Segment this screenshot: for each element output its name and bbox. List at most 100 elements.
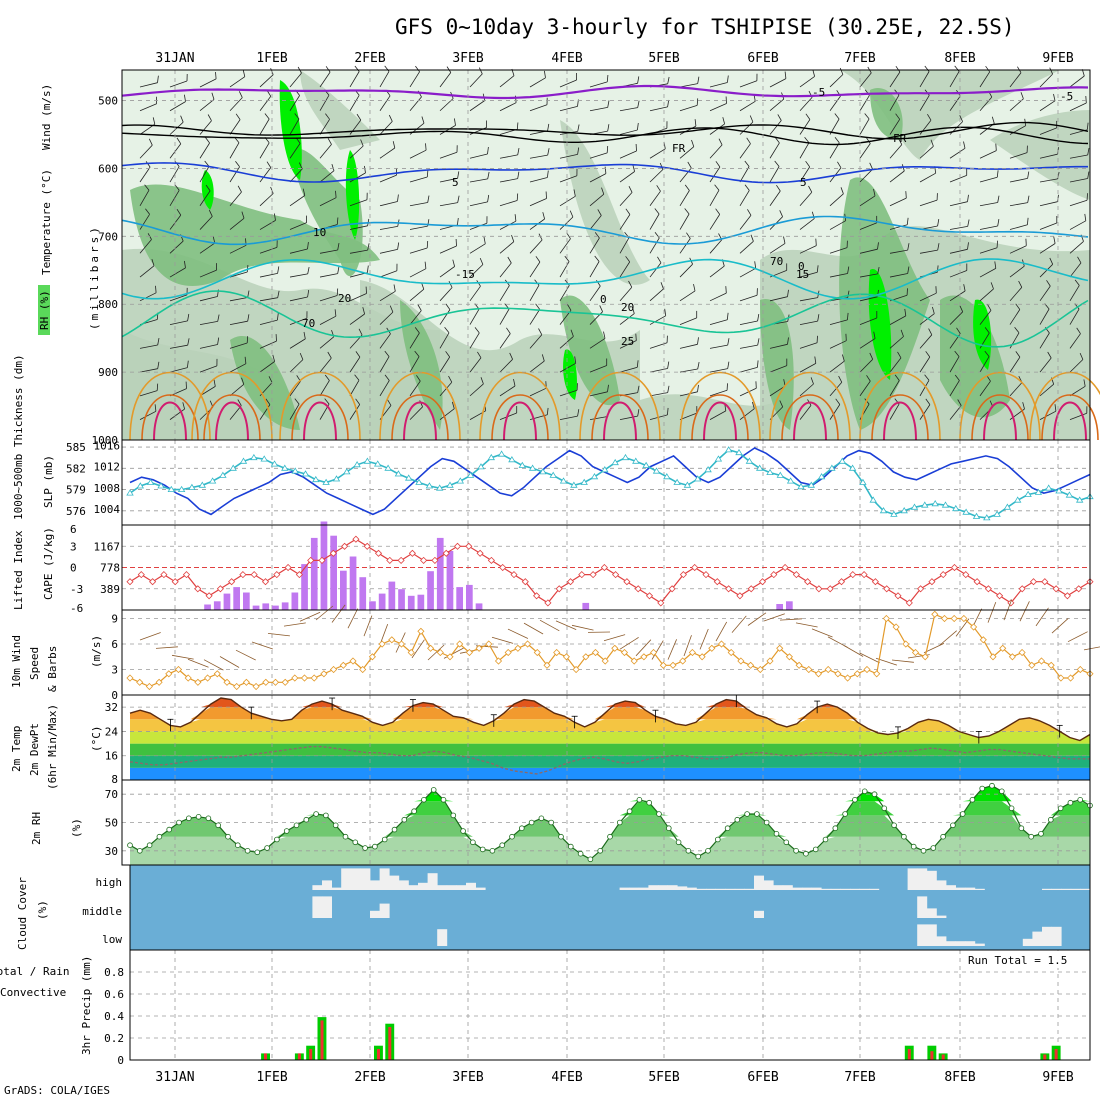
thickness-point-58 [724,446,733,453]
wind10m-barb-4 [203,659,224,671]
rh-point-21 [332,822,339,829]
upper-barb-116 [739,143,751,159]
upper-barb-flag-196 [274,213,276,221]
upper-barb-flag-385 [187,360,189,368]
upper-barb-191 [1069,199,1088,207]
upper-barb-flag-403 [727,361,730,369]
li-point-17 [318,556,326,564]
upper-barb-39 [349,95,360,111]
wind-point-75 [853,670,861,678]
upper-barb-31 [1069,75,1085,88]
upper-barb-444 [979,380,991,397]
upper-barb-flag-424 [384,374,390,381]
pressure-tick-500: 500 [98,95,118,108]
upper-barb-141 [529,177,548,183]
li-point-25 [408,549,416,557]
upper-barb-flag-414 [1047,351,1052,359]
rh-point-51 [626,808,633,814]
cloud-high-bar-35 [466,882,476,890]
cape-bar-27 [388,581,396,610]
upper-barb-306 [679,290,696,302]
rh-point-41 [528,819,535,826]
upper-barb-270 [559,261,570,278]
upper-barb-166 [319,197,337,207]
upper-barb-4 [259,74,274,88]
rh-point-66 [773,830,780,837]
thickness-point-0 [126,489,134,496]
upper-barb-56 [859,95,870,111]
wind-point-43 [543,661,551,669]
upper-barb-142 [559,175,578,183]
upper-barb-407 [829,360,845,373]
upper-barb-flag-372 [757,338,760,346]
precip-panel: 0.80.60.40.20 Run Total = 1.5 Total / Ra… [0,949,1091,1067]
rh-point-42 [538,815,545,822]
thickness-point-27 [404,474,413,481]
li-point-84 [1075,585,1083,593]
wind-point-81 [911,648,920,657]
top-date-9FEB: 9FEB [1042,51,1073,66]
upper-barb-flag-116 [746,137,751,144]
wind10m-barb-18 [427,644,445,661]
thickness-point-77 [921,501,929,508]
wind-point-51 [620,648,629,657]
upper-barb-435 [709,389,728,397]
upper-barb-flag-168 [397,194,399,202]
precip-label-conv: Convective [0,986,66,999]
upper-barb-flag-287 [1077,256,1082,264]
upper-barb-flag-345 [904,308,907,316]
upper-barb-466 [679,412,697,421]
li-point-8 [216,585,224,593]
wind10m-barb-33 [667,639,677,660]
upper-barb-flag-206 [569,210,574,218]
upper-barb-flag-90 [927,113,932,121]
upper-barb-376 [859,338,876,349]
rh-point-15 [274,836,280,843]
rh-point-12 [244,847,251,854]
rh-point-4 [166,826,173,833]
wind10m-barb-11 [315,605,334,621]
wind10m-barb-30 [619,637,639,650]
thickness-point-41 [549,471,557,478]
upper-barb-flag-296 [393,284,396,292]
upper-barb-flag-179 [714,184,720,191]
li-point-74 [962,571,970,579]
wind10m-barb-12 [331,604,346,623]
upper-barb-381 [1009,332,1020,349]
upper-barb-flag-318 [1046,280,1051,287]
upper-barb-183 [829,193,844,207]
upper-barb-468 [739,408,755,420]
upper-barb-flag-361 [414,327,420,334]
wind-point-89 [989,653,997,661]
thickness-point-26 [394,470,403,477]
upper-barb-201 [409,225,428,230]
upper-barb-362 [439,332,450,349]
wind10m-barb-34 [683,635,692,657]
upper-barb-475 [949,405,962,420]
top-date-1FEB: 1FEB [256,51,287,66]
upper-barb-53 [769,98,785,112]
upper-barb-305 [649,288,664,302]
contour-25-loop-8 [859,371,941,441]
cloud-high-bar-67 [773,885,784,890]
thickness-point-12 [250,453,258,461]
upper-barb-flag-348 [987,304,992,311]
cloud-high-bar-54 [648,885,659,890]
top-date-2FEB: 2FEB [354,51,385,66]
rh-point-78 [891,822,897,829]
upper-barb-295 [349,293,367,302]
cloud-high-bar-20 [322,880,332,890]
upper-barb-flag-455 [355,398,361,405]
wind10m-barb-24 [523,622,544,635]
thickness-point-72 [869,496,877,503]
contour-25-loop-9 [959,371,1041,441]
wind-label-3: & Barbs [46,646,59,692]
cloud-level-high: high [96,876,123,889]
li-point-64 [849,571,857,579]
precip-panel-bg [130,950,1090,1060]
upper-barb-flag-353 [187,338,190,346]
upper-barb-flag-393 [414,350,420,357]
